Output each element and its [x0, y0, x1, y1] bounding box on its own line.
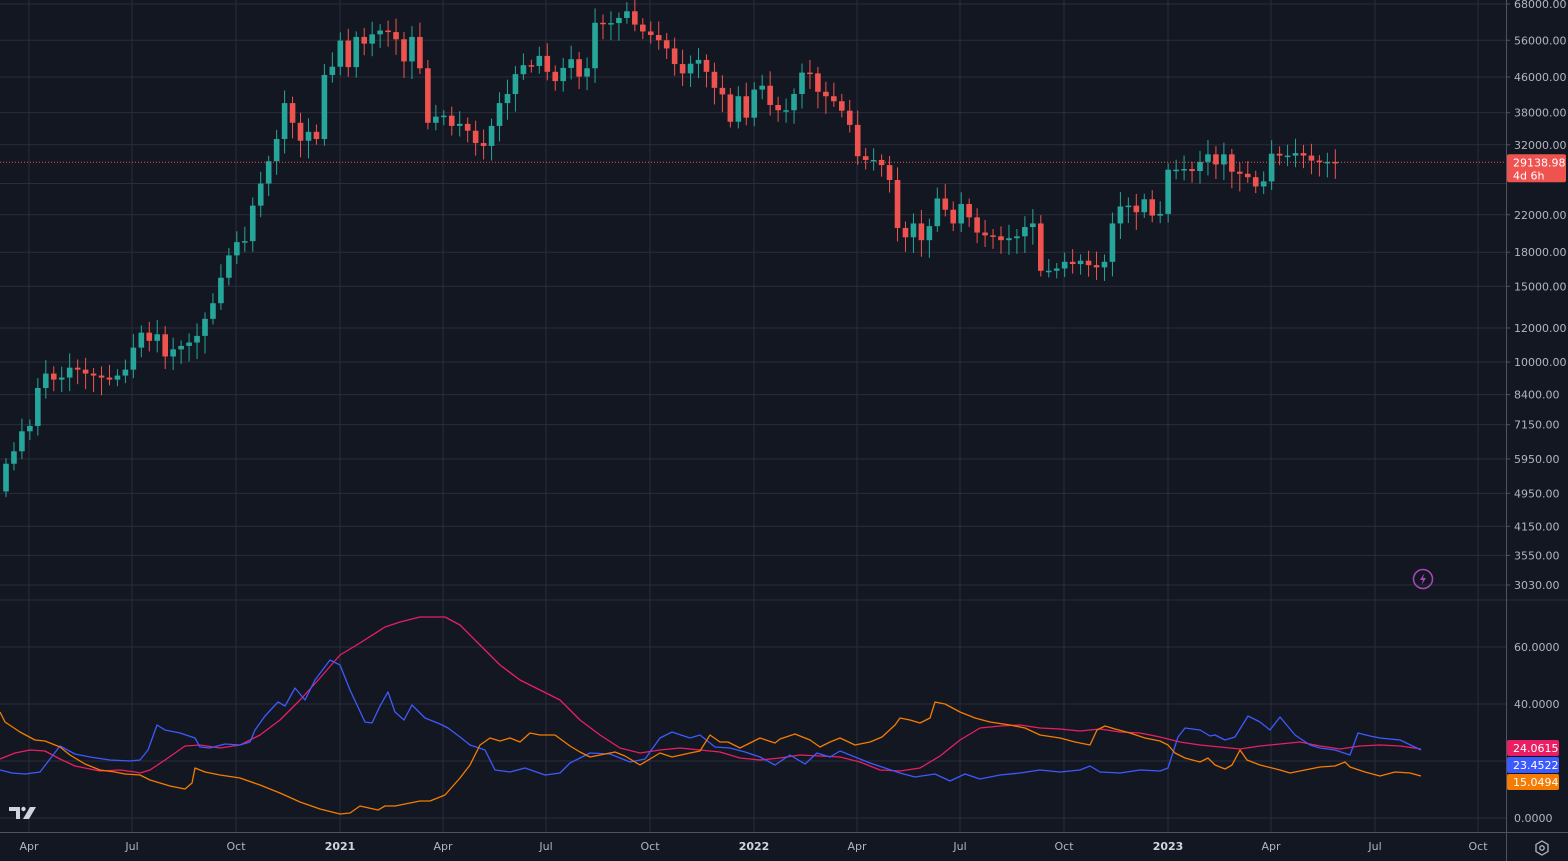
price-axis[interactable]: 68000.00 56000.00 46000.00 38000.00 32000.00…	[1506, 0, 1567, 592]
indicator-line-2	[0, 659, 1422, 782]
price-tick-label: 46000.00	[1514, 71, 1567, 84]
price-tick-label: 10000.00	[1514, 356, 1567, 369]
price-tick-label: 5950.00	[1514, 453, 1560, 466]
time-axis[interactable]: Apr Jul Oct 2021 Apr Jul Oct 2022 Apr Jul Oct 2023 A…	[19, 840, 1488, 853]
time-tick-label: Oct	[1054, 840, 1074, 853]
indicator-axis[interactable]: 60.0000 40.0000 0.0000	[1514, 641, 1560, 825]
last-price-label: 29138.98	[1513, 156, 1566, 169]
time-tick-label: Jul	[1367, 840, 1381, 853]
time-tick-label: Oct	[226, 840, 246, 853]
price-tick-label: 7150.00	[1514, 419, 1560, 432]
price-tick-label: 3550.00	[1514, 549, 1560, 562]
indicator-tick-label: 40.0000	[1514, 698, 1560, 711]
time-tick-label: Apr	[1261, 840, 1281, 853]
indicator-tick-label: 60.0000	[1514, 641, 1560, 654]
time-tick-label: Oct	[1468, 840, 1488, 853]
price-tick-label: 68000.00	[1514, 0, 1567, 11]
price-tick-label: 3030.00	[1514, 579, 1560, 592]
time-tick-label: Oct	[640, 840, 660, 853]
indicator-tick-label: 0.0000	[1514, 812, 1553, 825]
price-tick-label: 32000.00	[1514, 139, 1567, 152]
price-tick-label: 4150.00	[1514, 520, 1560, 533]
bar-countdown-label: 4d 6h	[1513, 169, 1544, 182]
price-tick-label: 56000.00	[1514, 34, 1567, 47]
time-tick-label: 2021	[325, 840, 356, 853]
indicator-line-1	[0, 616, 1422, 774]
lightning-icon[interactable]	[1412, 568, 1434, 590]
price-tick-label: 15000.00	[1514, 280, 1567, 293]
price-tick-label: 12000.00	[1514, 322, 1567, 335]
gear-icon[interactable]	[1533, 839, 1551, 857]
price-tick-label: 18000.00	[1514, 246, 1567, 259]
tradingview-logo[interactable]	[8, 805, 38, 821]
price-tick-label: 4950.00	[1514, 487, 1560, 500]
price-tick-label: 8400.00	[1514, 389, 1560, 402]
time-tick-label: Apr	[847, 840, 867, 853]
time-tick-label: 2022	[739, 840, 770, 853]
indicator-value-badge: 24.0615	[1513, 742, 1559, 755]
price-candles	[0, 0, 1506, 498]
indicator-value-badge: 15.0494	[1513, 776, 1559, 789]
indicator-lines	[0, 616, 1422, 815]
price-tick-label: 22000.00	[1514, 209, 1567, 222]
indicator-value-badge: 23.4522	[1513, 759, 1559, 772]
time-tick-label: 2023	[1153, 840, 1184, 853]
indicator-line-3	[0, 701, 1422, 815]
time-tick-label: Jul	[124, 840, 138, 853]
price-tick-label: 38000.00	[1514, 107, 1567, 120]
time-tick-label: Apr	[19, 840, 39, 853]
time-tick-label: Jul	[538, 840, 552, 853]
time-tick-label: Jul	[952, 840, 966, 853]
time-tick-label: Apr	[433, 840, 453, 853]
